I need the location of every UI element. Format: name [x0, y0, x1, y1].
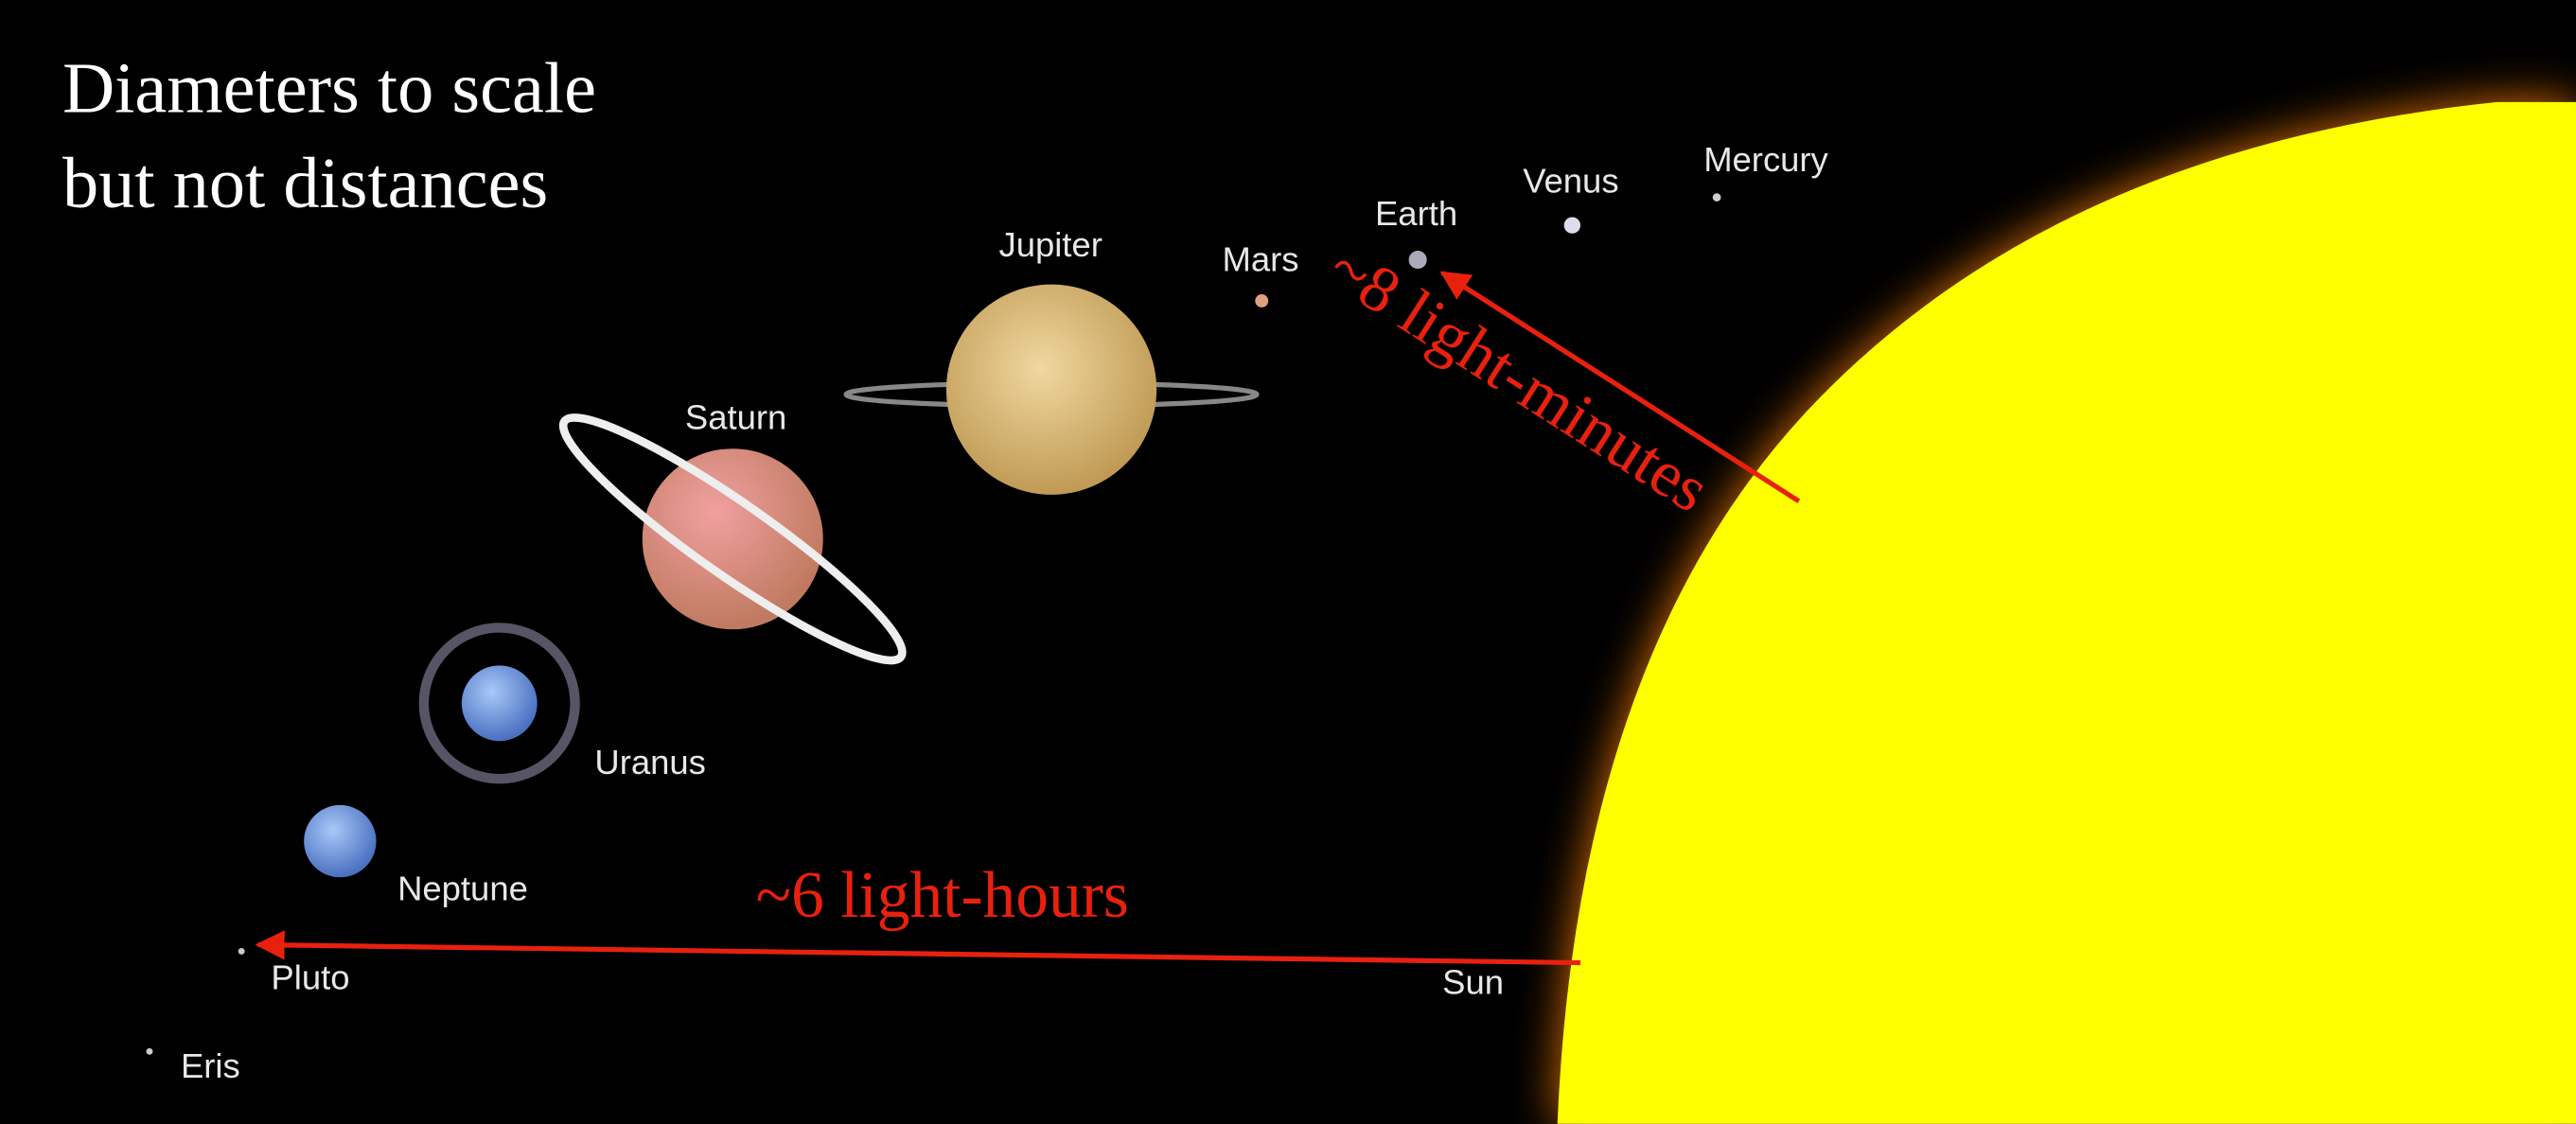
page: Diameters to scale but not distances Mer… — [0, 0, 2576, 1124]
pluto — [238, 948, 245, 955]
neptune — [304, 805, 376, 877]
uranus — [462, 665, 538, 741]
venus — [1564, 217, 1580, 233]
body-label: Jupiter — [998, 225, 1102, 264]
body-label: Mercury — [1703, 140, 1828, 179]
mercury — [1713, 193, 1721, 202]
body-label: Pluto — [271, 957, 349, 996]
body-label: Saturn — [685, 397, 786, 436]
body-label: Mars — [1223, 240, 1299, 279]
title-line: but not distances — [62, 143, 548, 223]
body-label: Venus — [1523, 161, 1618, 200]
body-label: Uranus — [594, 743, 705, 782]
body-label: Eris — [181, 1046, 240, 1085]
body-label: Neptune — [397, 869, 528, 908]
title-line: Diameters to scale — [62, 47, 596, 128]
diagram: Diameters to scale but not distances Mer… — [0, 0, 2576, 1124]
body-label: Sun — [1442, 963, 1504, 1002]
mars — [1255, 294, 1268, 307]
body-label: Earth — [1375, 194, 1457, 233]
eris — [147, 1048, 153, 1055]
jupiter — [946, 285, 1156, 495]
annotation: ~6 light-hours — [756, 859, 1129, 932]
